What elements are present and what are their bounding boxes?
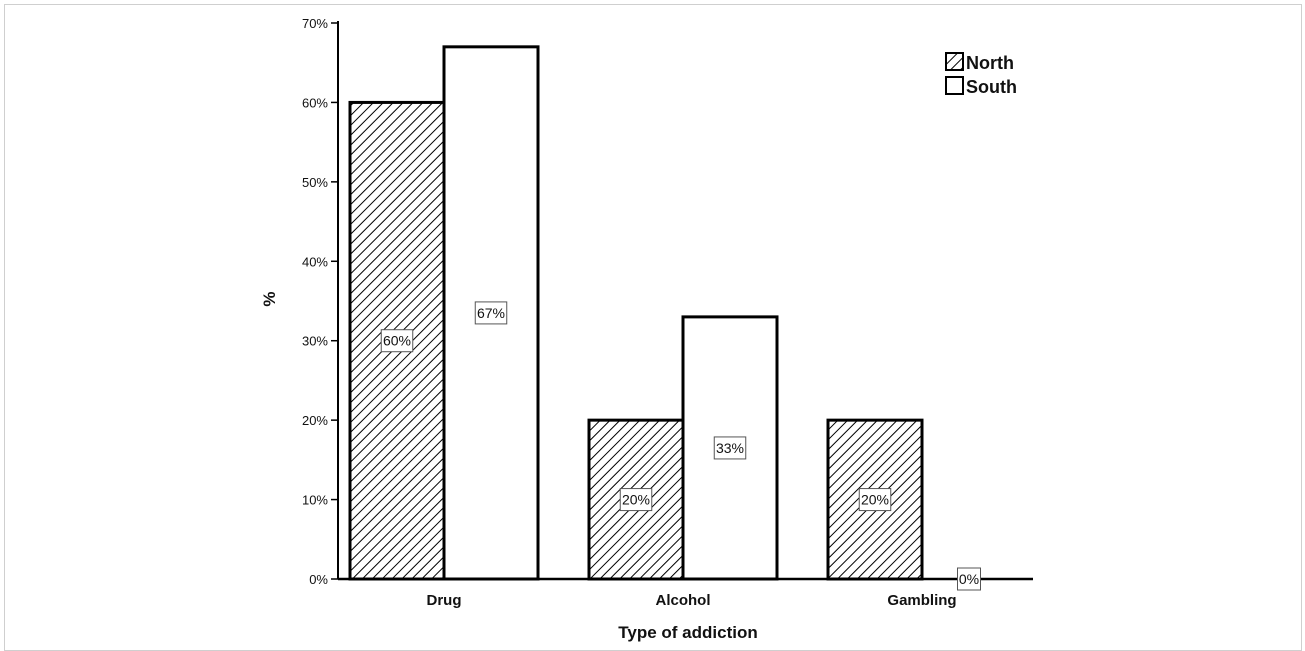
y-tick-label: 50% [302,175,328,190]
x-tick-label-drug: Drug [427,592,462,609]
plot-area: 0% 10% 20% 30% 40% 50% 60% 70% 60% 20% 20% 67% 33% 0%… [302,16,1033,609]
svg-text:33%: 33% [716,440,744,456]
data-label-south-drug: 67% [474,301,508,325]
y-tick-label: 20% [302,413,328,428]
legend-swatch-south [945,76,964,95]
x-axis-title: Type of addiction [618,623,757,642]
data-label-south-gambling: 0% [957,567,981,591]
data-label-north-alcohol: 20% [619,488,653,512]
y-axis-title: % [260,291,279,306]
y-tick-label: 30% [302,334,328,349]
y-tick-label: 0% [309,572,328,587]
y-tick-label: 70% [302,16,328,31]
data-label-south-alcohol: 33% [713,436,747,460]
y-tick-label: 10% [302,493,328,508]
legend-label-south: South [966,77,1017,97]
legend-swatch-north [945,52,964,71]
bar-chart: % Type of addiction North South 0% 10% 20%… [260,16,1033,642]
y-tick-label: 60% [302,95,328,110]
svg-text:20%: 20% [622,492,650,508]
legend: North South [945,52,1017,97]
data-label-north-gambling: 20% [858,488,892,512]
svg-text:60%: 60% [383,333,411,349]
svg-text:0%: 0% [959,571,979,587]
x-tick-label-gambling: Gambling [887,592,956,609]
svg-text:20%: 20% [861,492,889,508]
data-label-north-drug: 60% [380,329,414,353]
y-tick-label: 40% [302,254,328,269]
chart-frame: % Type of addiction North South 0% 10% 20%… [4,4,1302,651]
svg-text:67%: 67% [477,305,505,321]
legend-label-north: North [966,53,1014,73]
x-tick-label-alcohol: Alcohol [656,592,711,609]
